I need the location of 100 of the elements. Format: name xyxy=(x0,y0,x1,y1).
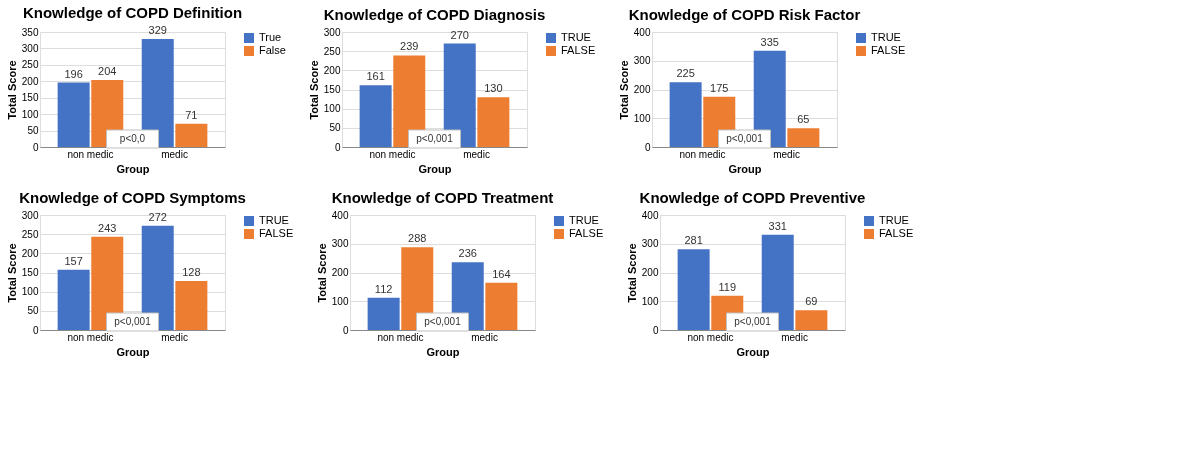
y-axis-title: Total Score xyxy=(625,243,638,303)
y-tick-label: 0 xyxy=(652,324,659,336)
y-tick-label: 200 xyxy=(21,75,39,87)
legend-label: TRUE xyxy=(561,31,591,43)
x-axis-title: Group xyxy=(116,345,150,358)
y-axis-title: Total Score xyxy=(617,60,630,120)
data-label: 204 xyxy=(98,64,117,77)
y-tick-label: 400 xyxy=(331,209,349,221)
y-tick-label: 300 xyxy=(21,209,39,221)
y-tick-label: 0 xyxy=(32,141,39,153)
data-label: 243 xyxy=(98,221,117,234)
legend-label: False xyxy=(259,44,286,56)
bar xyxy=(359,85,392,147)
x-tick-label: non medic xyxy=(687,331,734,343)
bar xyxy=(367,297,400,330)
chart-title: Knowledge of COPD Preventive xyxy=(639,189,866,206)
y-tick-label: 200 xyxy=(323,64,341,76)
x-tick-label: medic xyxy=(781,331,808,343)
y-tick-label: 150 xyxy=(21,267,39,278)
y-tick-label: 200 xyxy=(641,267,659,278)
legend-label: True xyxy=(259,31,282,43)
chart-title: Knowledge of COPD Treatment xyxy=(331,189,554,206)
data-label: 272 xyxy=(148,210,167,223)
data-label: 331 xyxy=(768,219,787,232)
annotation: p<0,001 xyxy=(416,133,454,144)
y-tick-label: 300 xyxy=(633,55,651,67)
legend-label: TRUE xyxy=(569,214,599,226)
bar xyxy=(175,123,208,147)
y-tick-label: 100 xyxy=(633,112,651,124)
x-tick-label: medic xyxy=(161,331,188,343)
y-tick-label: 400 xyxy=(641,209,659,221)
x-axis-title: Group xyxy=(736,345,770,358)
x-tick-label: medic xyxy=(161,148,188,160)
annotation: p<0,001 xyxy=(424,316,462,327)
annotation: p<0,001 xyxy=(114,316,152,327)
x-tick-label: non medic xyxy=(679,148,726,160)
data-label: 65 xyxy=(797,113,810,126)
y-tick-label: 150 xyxy=(323,84,341,95)
y-tick-label: 200 xyxy=(21,247,39,259)
y-tick-label: 200 xyxy=(633,84,651,95)
x-axis-title: Group xyxy=(426,345,460,358)
x-tick-label: medic xyxy=(773,148,800,160)
data-label: 157 xyxy=(64,254,83,267)
data-label: 225 xyxy=(676,67,695,80)
y-tick-label: 50 xyxy=(27,125,39,137)
y-tick-label: 250 xyxy=(21,228,39,240)
bar xyxy=(57,269,90,330)
y-tick-label: 300 xyxy=(641,238,659,250)
chart-title: Knowledge of COPD Diagnosis xyxy=(323,6,546,23)
bar xyxy=(57,82,90,147)
y-tick-label: 100 xyxy=(21,108,39,120)
bar xyxy=(677,249,710,330)
data-label: 164 xyxy=(492,267,511,280)
chart-title: Knowledge of COPD Symptoms xyxy=(19,189,246,206)
data-label: 161 xyxy=(366,70,385,83)
data-label: 128 xyxy=(182,265,201,278)
annotation: p<0,001 xyxy=(734,316,772,327)
data-label: 119 xyxy=(718,280,737,293)
chart-title: Knowledge of COPD Definition xyxy=(22,3,243,21)
data-label: 270 xyxy=(450,28,469,41)
data-label: 196 xyxy=(64,67,83,80)
legend-label: FALSE xyxy=(259,227,294,239)
annotation: p<0,0 xyxy=(119,133,146,144)
bar xyxy=(787,128,820,147)
x-axis-title: Group xyxy=(116,162,150,175)
x-tick-label: medic xyxy=(471,331,498,343)
y-tick-label: 0 xyxy=(342,324,349,336)
x-axis-title: Group xyxy=(728,162,762,175)
x-tick-label: non medic xyxy=(67,148,114,160)
y-tick-label: 200 xyxy=(331,267,349,278)
data-label: 329 xyxy=(148,23,167,36)
bar xyxy=(485,282,518,330)
legend-label: TRUE xyxy=(871,31,901,43)
y-tick-label: 400 xyxy=(633,26,651,38)
x-tick-label: non medic xyxy=(377,331,424,343)
y-tick-label: 50 xyxy=(27,305,39,317)
legend-label: FALSE xyxy=(879,227,914,239)
data-label: 175 xyxy=(710,81,729,94)
x-tick-label: non medic xyxy=(67,331,114,343)
bar xyxy=(175,280,208,330)
x-axis-title: Group xyxy=(418,162,452,175)
y-axis-title: Total Score xyxy=(5,60,18,120)
data-label: 69 xyxy=(805,295,818,308)
y-tick-label: 100 xyxy=(21,286,39,298)
y-tick-label: 0 xyxy=(334,141,341,153)
data-label: 288 xyxy=(408,232,427,245)
y-axis-title: Total Score xyxy=(5,243,18,303)
data-label: 130 xyxy=(484,82,503,95)
y-tick-label: 50 xyxy=(329,122,341,134)
y-tick-label: 300 xyxy=(21,42,39,54)
y-tick-label: 100 xyxy=(641,295,659,307)
y-tick-label: 300 xyxy=(331,238,349,250)
y-tick-label: 0 xyxy=(644,141,651,153)
data-label: 239 xyxy=(400,40,419,53)
y-axis-title: Total Score xyxy=(307,60,320,120)
x-tick-label: non medic xyxy=(369,148,416,160)
bar xyxy=(477,97,510,147)
data-label: 281 xyxy=(684,234,703,247)
legend-label: FALSE xyxy=(561,44,596,56)
y-tick-label: 100 xyxy=(323,103,341,115)
